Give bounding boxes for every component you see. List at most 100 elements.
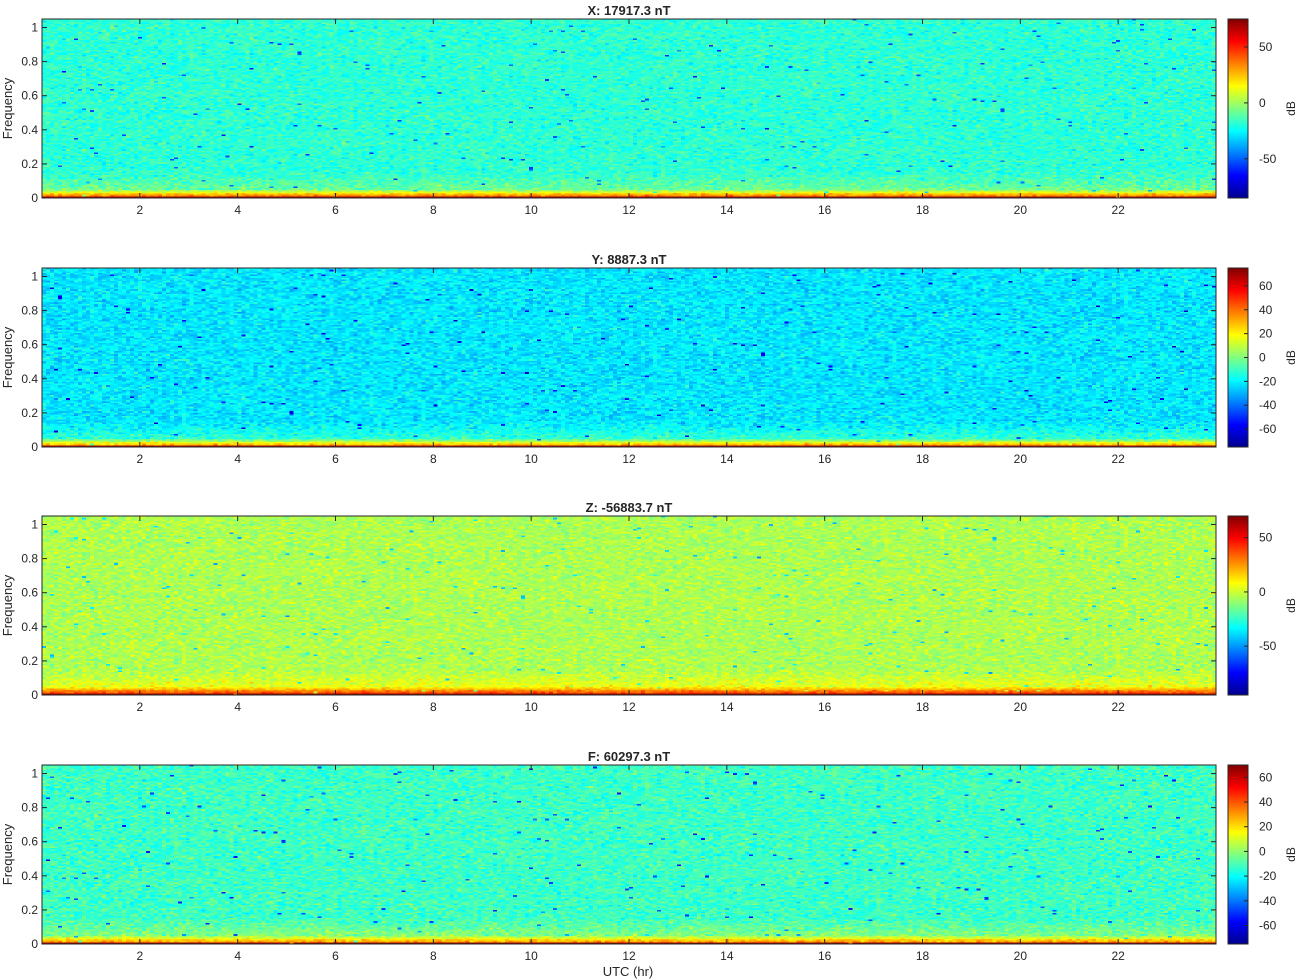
panel-title: Y: 8887.3 nT bbox=[592, 252, 667, 267]
colorbar-tick-label: 60 bbox=[1259, 770, 1273, 784]
colorbar-tick-label: 50 bbox=[1259, 40, 1273, 54]
x-tick-label: 14 bbox=[720, 949, 734, 963]
y-axis-label: Frequency bbox=[0, 326, 15, 388]
colorbar-tick-label: -50 bbox=[1259, 152, 1277, 166]
y-tick-label: 0.2 bbox=[21, 157, 38, 171]
x-tick-label: 8 bbox=[430, 203, 437, 217]
x-tick-label: 18 bbox=[916, 949, 930, 963]
x-tick-label: 8 bbox=[430, 452, 437, 466]
colorbar-tick-label: -50 bbox=[1259, 639, 1277, 653]
x-tick-label: 2 bbox=[136, 203, 143, 217]
x-tick-label: 2 bbox=[136, 452, 143, 466]
y-tick-label: 0.4 bbox=[21, 620, 38, 634]
y-tick-label: 0.4 bbox=[21, 123, 38, 137]
colorbar-tick-label: -40 bbox=[1259, 894, 1277, 908]
y-tick-label: 0.2 bbox=[21, 406, 38, 420]
colorbar-label: dB bbox=[1284, 598, 1297, 613]
x-tick-label: 8 bbox=[430, 949, 437, 963]
colorbar-tick-label: 20 bbox=[1259, 327, 1273, 341]
x-tick-label: 16 bbox=[818, 452, 832, 466]
x-tick-label: 4 bbox=[234, 949, 241, 963]
x-tick-label: 10 bbox=[524, 203, 538, 217]
colorbar-tick-label: -20 bbox=[1259, 374, 1277, 388]
colorbar-tick-label: -60 bbox=[1259, 422, 1277, 436]
y-tick-label: 1 bbox=[31, 767, 38, 781]
colorbar-label: dB bbox=[1284, 350, 1297, 365]
y-tick-label: 0 bbox=[31, 191, 38, 205]
y-tick-label: 0.6 bbox=[21, 89, 38, 103]
spectrogram-heatmap bbox=[42, 268, 1216, 447]
x-tick-label: 12 bbox=[622, 700, 636, 714]
y-tick-label: 0.6 bbox=[21, 586, 38, 600]
y-tick-label: 0.8 bbox=[21, 552, 38, 566]
y-tick-label: 1 bbox=[31, 518, 38, 532]
x-tick-label: 6 bbox=[332, 203, 339, 217]
x-tick-label: 16 bbox=[818, 949, 832, 963]
colorbar-tick-label: 0 bbox=[1259, 585, 1266, 599]
x-tick-label: 14 bbox=[720, 700, 734, 714]
x-tick-label: 20 bbox=[1014, 452, 1028, 466]
y-tick-label: 0 bbox=[31, 440, 38, 454]
y-tick-label: 0.4 bbox=[21, 372, 38, 386]
colorbar-tick-label: -40 bbox=[1259, 398, 1277, 412]
y-tick-label: 1 bbox=[31, 270, 38, 284]
x-tick-label: 16 bbox=[818, 203, 832, 217]
x-tick-label: 18 bbox=[916, 452, 930, 466]
x-tick-label: 6 bbox=[332, 700, 339, 714]
y-tick-label: 0.6 bbox=[21, 835, 38, 849]
colorbar-tick-label: -60 bbox=[1259, 918, 1277, 932]
colorbar-tick-label: 60 bbox=[1259, 279, 1273, 293]
y-tick-label: 0.6 bbox=[21, 338, 38, 352]
y-axis-label: Frequency bbox=[0, 77, 15, 139]
colorbar-tick-label: -20 bbox=[1259, 869, 1277, 883]
x-tick-label: 22 bbox=[1111, 949, 1125, 963]
x-tick-label: 22 bbox=[1111, 452, 1125, 466]
colorbar bbox=[1227, 764, 1249, 945]
panel-title: X: 17917.3 nT bbox=[587, 3, 670, 18]
x-tick-label: 8 bbox=[430, 700, 437, 714]
colorbar-tick-label: 0 bbox=[1259, 844, 1266, 858]
spectrogram-heatmap bbox=[42, 19, 1216, 198]
colorbar bbox=[1227, 515, 1249, 696]
x-tick-label: 6 bbox=[332, 452, 339, 466]
y-tick-label: 0.2 bbox=[21, 654, 38, 668]
y-tick-label: 0 bbox=[31, 937, 38, 951]
panel-title: F: 60297.3 nT bbox=[588, 749, 670, 764]
colorbar-tick-label: 0 bbox=[1259, 96, 1266, 110]
x-tick-label: 18 bbox=[916, 203, 930, 217]
x-tick-label: 12 bbox=[622, 203, 636, 217]
x-tick-label: 22 bbox=[1111, 700, 1125, 714]
x-tick-label: 4 bbox=[234, 452, 241, 466]
spectrogram-heatmap bbox=[42, 765, 1216, 944]
x-tick-label: 6 bbox=[332, 949, 339, 963]
colorbar-tick-label: 50 bbox=[1259, 531, 1273, 545]
y-tick-label: 1 bbox=[31, 21, 38, 35]
x-tick-label: 10 bbox=[524, 452, 538, 466]
y-tick-label: 0.8 bbox=[21, 55, 38, 69]
x-tick-label: 20 bbox=[1014, 949, 1028, 963]
panel-title: Z: -56883.7 nT bbox=[586, 500, 673, 515]
colorbar-tick-label: 40 bbox=[1259, 303, 1273, 317]
x-tick-label: 22 bbox=[1111, 203, 1125, 217]
y-tick-label: 0 bbox=[31, 688, 38, 702]
x-tick-label: 2 bbox=[136, 700, 143, 714]
x-tick-label: 18 bbox=[916, 700, 930, 714]
x-tick-label: 14 bbox=[720, 203, 734, 217]
y-tick-label: 0.8 bbox=[21, 304, 38, 318]
y-axis-label: Frequency bbox=[0, 574, 15, 636]
x-axis-label: UTC (hr) bbox=[603, 964, 654, 979]
y-tick-label: 0.2 bbox=[21, 903, 38, 917]
colorbar-tick-label: 20 bbox=[1259, 820, 1273, 834]
colorbar-tick-label: 40 bbox=[1259, 795, 1273, 809]
y-axis-label: Frequency bbox=[0, 823, 15, 885]
x-tick-label: 12 bbox=[622, 949, 636, 963]
x-tick-label: 14 bbox=[720, 452, 734, 466]
x-tick-label: 20 bbox=[1014, 203, 1028, 217]
x-tick-label: 10 bbox=[524, 949, 538, 963]
y-tick-label: 0.8 bbox=[21, 801, 38, 815]
colorbar-tick-label: 0 bbox=[1259, 351, 1266, 365]
colorbar-label: dB bbox=[1284, 847, 1297, 862]
